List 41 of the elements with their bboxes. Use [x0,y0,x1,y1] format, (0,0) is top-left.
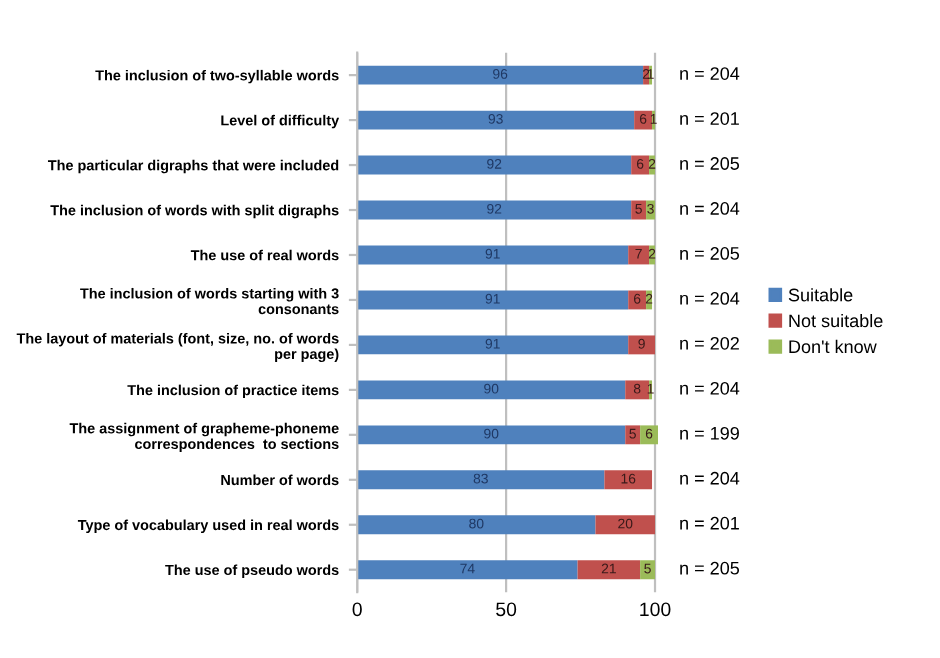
bar [640,425,658,445]
text: n = 201 [680,112,739,125]
bar [357,515,596,535]
text: n = 204 [680,202,740,215]
bar [604,470,653,490]
x-tick-label: 100 [640,602,671,617]
bar [357,425,626,445]
bar [357,380,626,400]
bar [634,110,653,130]
text: n = 205 [680,247,740,260]
bar [357,290,629,310]
x-tick-label: 0 [352,602,362,617]
bar [595,515,656,535]
text: n = 204 [680,381,740,395]
text: n = 199 [680,426,739,440]
text: n = 201 [680,516,739,530]
legend-label: Don't know [789,339,877,354]
bar [628,335,656,355]
bar [357,335,629,355]
text: n = 204 [680,292,740,305]
legend-label: Not suitable [789,314,883,328]
bar [625,425,641,445]
bar [628,290,647,310]
bar [577,560,641,580]
bar [357,245,629,265]
bar [357,110,635,130]
bar [628,245,650,265]
text: n = 202 [680,336,739,350]
bar [625,380,650,400]
bar [640,560,656,580]
x-tick-label: 50 [496,602,517,617]
text: n = 204 [680,67,740,80]
bar [357,65,644,85]
bar [357,560,578,580]
text: n = 204 [680,471,740,485]
text: n = 205 [680,561,740,575]
text: n = 205 [680,157,740,170]
bar [357,200,632,220]
bar [357,470,605,490]
legend-label: Suitable [788,288,853,302]
bar [357,155,632,175]
